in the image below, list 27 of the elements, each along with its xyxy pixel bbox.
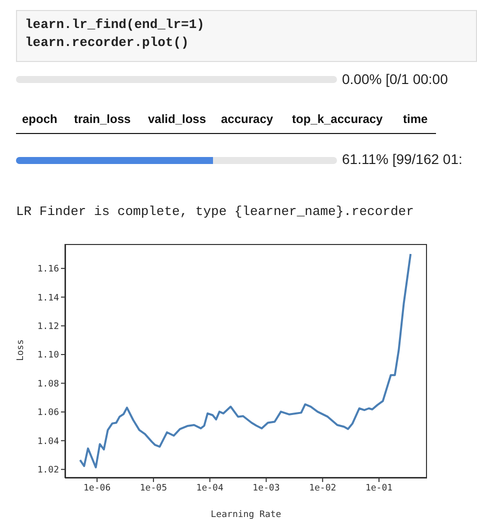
- text: valid_loss: [148, 112, 206, 126]
- y-tick-label: 1.14: [37, 293, 59, 304]
- y-tick-label: 1.12: [37, 322, 59, 332]
- y-tick-label: 1.10: [37, 350, 59, 361]
- text: train_loss: [74, 112, 131, 126]
- text: 0.00% [0/1 00:00: [342, 71, 448, 87]
- x-tick-label: 1e-05: [140, 483, 167, 494]
- y-axis-title: Loss: [16, 339, 26, 361]
- y-tick-label: 1.04: [37, 436, 59, 447]
- x-tick-label: 1e-02: [309, 483, 336, 494]
- text: epoch: [22, 112, 58, 126]
- text: LR Finder is complete, type {learner_name}.recorder: [16, 204, 414, 219]
- text: top_k_accuracy: [292, 112, 383, 126]
- x-tick-label: 1e-06: [84, 483, 111, 494]
- x-axis-title: Learning Rate: [210, 510, 282, 519]
- y-tick-label: 1.02: [37, 466, 59, 476]
- y-tick-label: 1.06: [37, 408, 59, 418]
- text: accuracy: [221, 112, 274, 126]
- y-tick-label: 1.08: [37, 379, 59, 390]
- x-tick-label: 1e-04: [196, 483, 224, 494]
- text: time: [403, 112, 428, 126]
- x-tick-label: 1e-03: [252, 483, 280, 494]
- text: learn.lr_find(end_lr=1): [25, 17, 204, 32]
- text: learn.recorder.plot(): [25, 35, 189, 50]
- text: 61.11% [99/162 01:: [342, 151, 462, 167]
- x-tick-label: 1e-01: [365, 483, 393, 494]
- y-tick-label: 1.16: [37, 264, 59, 275]
